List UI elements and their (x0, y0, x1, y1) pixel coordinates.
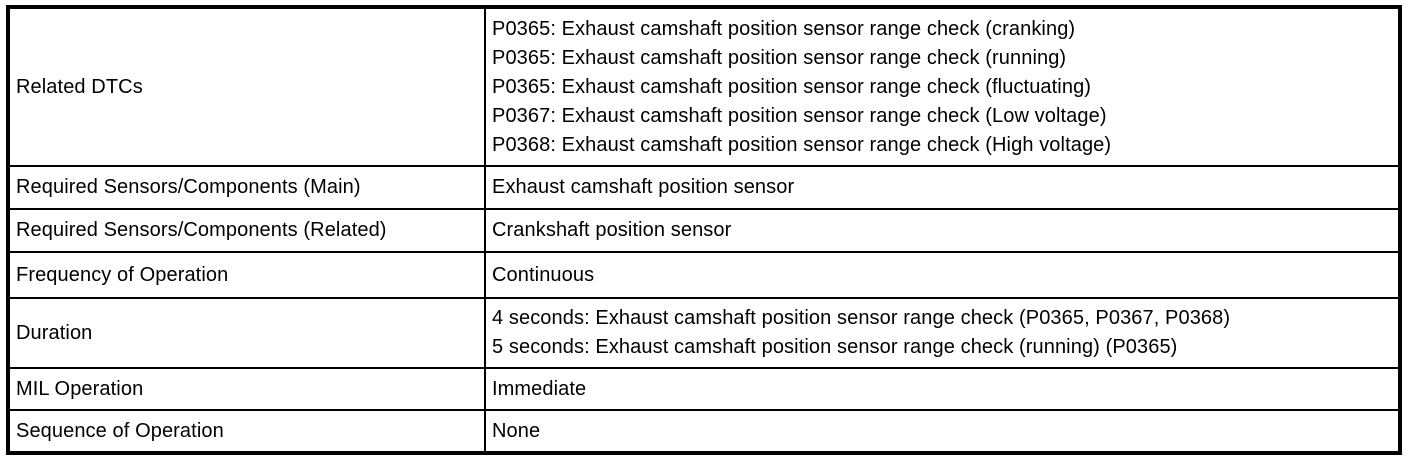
value-line: P0365: Exhaust camshaft position sensor … (492, 46, 1067, 69)
value-line: P0365: Exhaust camshaft position sensor … (492, 17, 1076, 40)
value-line: P0367: Exhaust camshaft position sensor … (492, 104, 1107, 127)
value-line: Immediate (492, 377, 587, 400)
value-line: Continuous (492, 263, 595, 286)
row-label: Required Sensors/Components (Related) (16, 219, 387, 241)
row-label-cell: MIL Operation (7, 367, 486, 411)
row-label: Required Sensors/Components (Main) (16, 176, 361, 198)
value-line: 4 seconds: Exhaust camshaft position sen… (492, 307, 1231, 329)
table-row: MIL Operation Immediate (7, 367, 1401, 411)
table-row: Required Sensors/Components (Main) Exhau… (7, 165, 1401, 210)
table-row: Required Sensors/Components (Related) Cr… (7, 208, 1401, 253)
value-line: P0365: Exhaust camshaft position sensor … (492, 75, 1092, 98)
row-label: Sequence of Operation (16, 419, 224, 442)
value-line: P0368: Exhaust camshaft position sensor … (492, 133, 1112, 156)
table-row: Sequence of Operation None (7, 409, 1401, 454)
value-line: None (492, 419, 541, 442)
row-value-cell: P0365: Exhaust camshaft position sensor … (484, 6, 1401, 167)
row-label-cell: Sequence of Operation (7, 409, 486, 454)
row-label-cell: Related DTCs (7, 6, 486, 167)
row-value-cell: None (484, 409, 1401, 454)
row-value-cell: Crankshaft position sensor (484, 208, 1401, 253)
row-label: Related DTCs (16, 75, 143, 98)
row-value-cell: 4 seconds: Exhaust camshaft position sen… (484, 297, 1401, 369)
row-value-cell: Continuous (484, 251, 1401, 299)
row-label: Duration (16, 321, 93, 344)
table-row: Related DTCs P0365: Exhaust camshaft pos… (7, 6, 1401, 167)
row-label-cell: Required Sensors/Components (Related) (7, 208, 486, 253)
row-label-cell: Duration (7, 297, 486, 369)
table-row: Frequency of Operation Continuous (7, 251, 1401, 299)
row-value-cell: Exhaust camshaft position sensor (484, 165, 1401, 210)
row-label-cell: Frequency of Operation (7, 251, 486, 299)
row-label: Frequency of Operation (16, 263, 229, 286)
value-line: Exhaust camshaft position sensor (492, 176, 795, 198)
row-label-cell: Required Sensors/Components (Main) (7, 165, 486, 210)
row-label: MIL Operation (16, 377, 144, 400)
value-line: Crankshaft position sensor (492, 219, 732, 241)
dtc-spec-table: Related DTCs P0365: Exhaust camshaft pos… (6, 5, 1402, 455)
table-row: Duration 4 seconds: Exhaust camshaft pos… (7, 297, 1401, 369)
value-line: 5 seconds: Exhaust camshaft position sen… (492, 336, 1178, 358)
row-value-cell: Immediate (484, 367, 1401, 411)
